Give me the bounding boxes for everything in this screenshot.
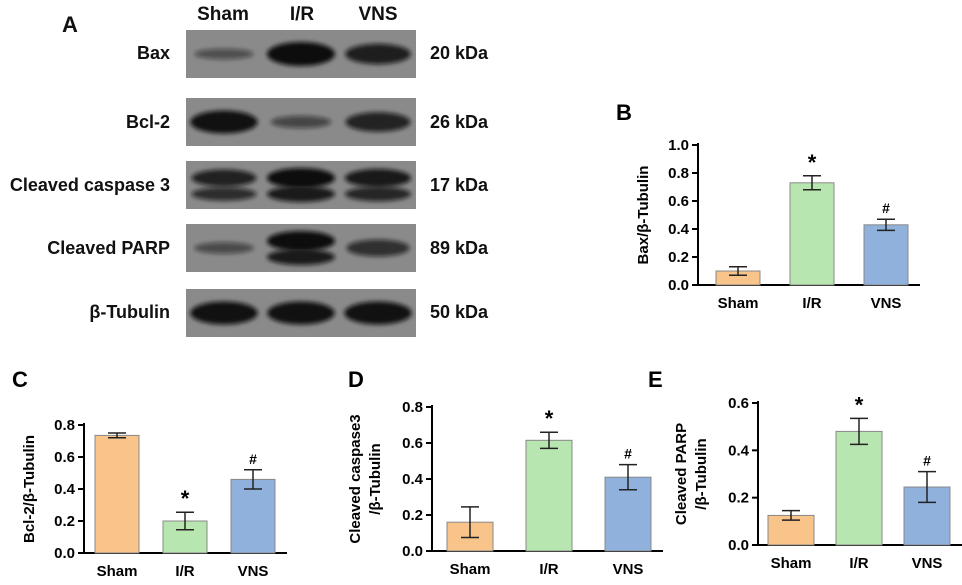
- y-tick-label: 0.6: [728, 395, 749, 412]
- y-tick-label: 0.4: [728, 442, 750, 459]
- blot-caspase3: [186, 161, 416, 209]
- blot-band: [191, 169, 257, 187]
- y-tick-label: 0.6: [668, 193, 689, 210]
- blot-band: [267, 231, 335, 251]
- chart-caspase3: D 0.0 0.2 0.4 0.6 0.8 Cleaved caspase3/β-Tubul…: [347, 367, 663, 578]
- kda-label-caspase3: 17 kDa: [430, 175, 489, 195]
- y-tick-label: 0.8: [54, 417, 75, 434]
- y-axis-label: Bcl-2/β-Tubulin: [21, 435, 38, 543]
- x-tick-label: VNS: [912, 555, 943, 572]
- blot-band: [190, 301, 258, 325]
- bar-ir: [835, 430, 883, 546]
- blot-tubulin: [186, 289, 416, 337]
- blot-band: [267, 186, 335, 202]
- bar-ir: [525, 439, 573, 552]
- lane-label-ir: I/R: [289, 4, 315, 25]
- blot-parp: [186, 224, 416, 272]
- protein-label-caspase3: Cleaved caspase 3: [9, 175, 170, 195]
- blot-band: [344, 186, 412, 202]
- blot-band: [344, 301, 412, 325]
- significance-mark: #: [882, 200, 890, 216]
- panel-letter: B: [616, 100, 632, 125]
- y-axis-label: /β-Tubulin: [693, 438, 710, 509]
- y-tick-label: 0.4: [402, 471, 424, 488]
- y-tick-label: 0.0: [402, 543, 423, 560]
- blot-band: [267, 301, 335, 325]
- y-axis-label: Cleaved caspase3: [347, 414, 364, 543]
- y-tick-label: 0.6: [402, 435, 423, 452]
- protein-label-bcl2: Bcl-2: [125, 112, 170, 132]
- y-tick-label: 0.0: [54, 545, 75, 562]
- y-tick-label: 0.6: [54, 449, 75, 466]
- x-tick-label: I/R: [849, 555, 868, 572]
- x-tick-label: VNS: [871, 295, 902, 312]
- x-tick-label: VNS: [238, 563, 269, 580]
- blot-band: [267, 42, 335, 66]
- y-tick-label: 0.8: [402, 399, 423, 416]
- chart-parp: E 0.0 0.2 0.4 0.6 Cleaved PARP/β-Tubulin Sham *…: [648, 367, 962, 572]
- bar-ir: [789, 182, 835, 286]
- significance-mark: #: [249, 451, 257, 467]
- bar-vns: [230, 478, 276, 554]
- y-tick-label: 0.2: [54, 513, 75, 530]
- blot-band: [267, 168, 335, 188]
- chart-bcl2: C 0.0 0.2 0.4 0.6 0.8 Bcl-2/β-Tubulin Sham * I/R #…: [12, 367, 287, 580]
- blot-bax: [186, 30, 416, 78]
- significance-mark: *: [181, 486, 190, 511]
- significance-mark: *: [855, 392, 864, 417]
- y-axis-label: Bax/β-Tubulin: [635, 166, 652, 265]
- y-tick-label: 0.4: [54, 481, 76, 498]
- y-axis-label: Cleaved PARP: [673, 423, 690, 525]
- x-tick-label: Sham: [771, 555, 812, 572]
- lane-label-vns: VNS: [358, 4, 398, 25]
- blot-bcl2: [186, 98, 416, 146]
- y-tick-label: 0.0: [668, 277, 689, 294]
- blot-band: [344, 168, 412, 188]
- blot-band: [345, 43, 411, 65]
- y-tick-label: 0.2: [402, 507, 423, 524]
- panel-a-letter: A: [62, 12, 78, 37]
- bar-sham: [94, 434, 140, 554]
- y-tick-label: 0.4: [668, 221, 690, 238]
- bar-vns: [863, 224, 909, 286]
- x-tick-label: Sham: [450, 561, 491, 578]
- y-tick-label: 0.2: [668, 249, 689, 266]
- kda-label-bcl2: 26 kDa: [430, 112, 489, 132]
- y-tick-label: 1.0: [668, 137, 689, 154]
- blot-band: [267, 249, 335, 265]
- blot-band: [194, 48, 254, 60]
- panel-letter: D: [348, 367, 364, 392]
- x-tick-label: VNS: [613, 561, 644, 578]
- x-tick-label: I/R: [175, 563, 194, 580]
- significance-mark: #: [624, 446, 632, 462]
- blot-band: [191, 187, 257, 201]
- y-tick-label: 0.2: [728, 490, 749, 507]
- protein-label-tubulin: β-Tubulin: [89, 302, 170, 322]
- protein-label-bax: Bax: [136, 43, 170, 63]
- lane-label-sham: Sham: [197, 4, 249, 25]
- protein-label-parp: Cleaved PARP: [47, 238, 170, 258]
- significance-mark: *: [545, 406, 554, 431]
- significance-mark: *: [808, 150, 817, 175]
- x-tick-label: Sham: [718, 295, 759, 312]
- blot-band: [190, 110, 258, 134]
- blot-band: [270, 115, 332, 129]
- kda-label-tubulin: 50 kDa: [430, 302, 489, 322]
- significance-mark: #: [923, 453, 931, 469]
- y-tick-label: 0.8: [668, 165, 689, 182]
- x-tick-label: Sham: [97, 563, 138, 580]
- y-tick-label: 0.0: [728, 537, 749, 554]
- y-axis-label: /β-Tubulin: [367, 443, 384, 514]
- panel-letter: C: [12, 367, 28, 392]
- blot-band: [345, 112, 411, 132]
- blot-band: [346, 239, 410, 257]
- chart-bax: B 0.0 0.2 0.4 0.6 0.8 1.0 Bax/β-Tubulin Sham * I/R…: [616, 100, 920, 312]
- x-tick-label: I/R: [539, 561, 558, 578]
- panel-letter: E: [648, 367, 663, 392]
- x-tick-label: I/R: [802, 295, 821, 312]
- kda-label-bax: 20 kDa: [430, 43, 489, 63]
- kda-label-parp: 89 kDa: [430, 238, 489, 258]
- blot-band: [194, 242, 254, 254]
